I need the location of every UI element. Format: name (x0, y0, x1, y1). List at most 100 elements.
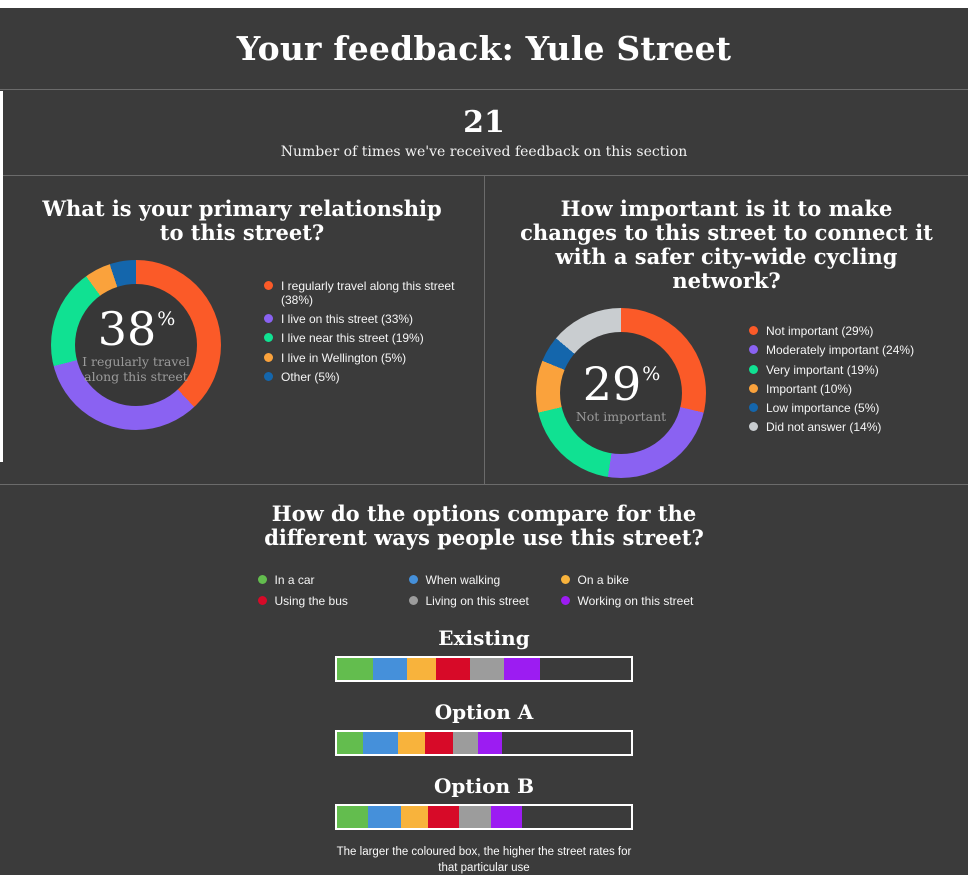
left-edge-sliver (0, 91, 3, 462)
bar-segment (337, 806, 369, 829)
donut-hole: 38% I regularly travel along this street (75, 283, 197, 406)
bar-segment (452, 732, 478, 755)
legend-label: Important (10%) (766, 381, 853, 396)
bar-segment (459, 806, 491, 829)
legend-dot-icon (749, 345, 758, 355)
donut-center-label: I regularly travel along this street (82, 353, 190, 384)
bar-track[interactable] (335, 730, 633, 757)
legend-label: I regularly travel along this street (38… (281, 278, 455, 308)
legend-item: I live on this street (33%) (264, 312, 474, 326)
donut-chart: 38% I regularly travel along this street… (0, 259, 484, 430)
compare-title: How do the options compare for the diffe… (264, 501, 704, 550)
legend-item: Important (10%) (749, 382, 914, 396)
legend-dot-icon (749, 422, 758, 432)
bar-segment (427, 806, 460, 829)
legend-label: In a car (274, 572, 315, 587)
bar-track[interactable] (335, 656, 633, 683)
question-title: What is your primary relationship to thi… (42, 196, 442, 245)
legend-item: Living on this street (408, 594, 561, 609)
donut-chart: 29% Not important Not important (29%) Mod… (485, 307, 968, 478)
legend-item: Using the bus (257, 594, 409, 609)
legend-dot-icon (264, 314, 273, 324)
bar-title: Option A (434, 700, 534, 725)
bar-group: Existing (0, 626, 968, 683)
compare-footnote: The larger the coloured box, the higher … (336, 846, 632, 874)
legend-label: Other (5%) (281, 369, 340, 384)
legend-item: When walking (408, 572, 561, 587)
legend-dot-icon (560, 574, 570, 584)
bar-group: Option A (0, 700, 968, 757)
legend-dot-icon (408, 596, 418, 606)
legend-item: Very important (19%) (749, 363, 914, 377)
legend-dot-icon (749, 383, 758, 393)
feedback-count: 21 (463, 105, 505, 140)
donut-legend: Not important (29%) Moderately important … (749, 324, 914, 439)
legend-item: Working on this street (560, 594, 711, 609)
donut: 29% Not important (536, 307, 706, 478)
legend-label: I live in Wellington (5%) (281, 350, 407, 365)
bar-segment (469, 658, 505, 681)
legend-dot-icon (749, 402, 758, 412)
bar-segment (504, 658, 541, 681)
legend-label: Working on this street (577, 594, 694, 609)
legend-label: I live on this street (33%) (281, 312, 414, 327)
header-section: Your feedback: Yule Street (0, 8, 968, 90)
page-title: Your feedback: Yule Street (236, 29, 732, 68)
bar-group: Option B (0, 775, 968, 831)
legend-dot-icon (749, 364, 758, 374)
bar-segment (373, 658, 407, 681)
legend-label: Moderately important (24%) (766, 343, 915, 358)
legend-label: Living on this street (425, 594, 529, 609)
bar-segment (363, 732, 399, 755)
bar-segment (337, 732, 364, 755)
questions-row: What is your primary relationship to thi… (0, 176, 968, 485)
legend-item: Moderately important (24%) (749, 343, 914, 357)
bar-segment (477, 732, 502, 755)
compare-section: How do the options compare for the diffe… (0, 485, 968, 876)
legend-label: Did not answer (14%) (766, 420, 882, 435)
bar-segment (406, 658, 437, 681)
legend-item: I live in Wellington (5%) (264, 351, 474, 365)
legend-dot-icon (257, 574, 267, 584)
legend-label: Using the bus (274, 594, 348, 609)
legend-item: On a bike (560, 572, 711, 587)
bar-segment (400, 806, 428, 829)
bar-segment (436, 658, 470, 681)
donut-center-label: Not important (575, 409, 667, 425)
legend-dot-icon (264, 371, 273, 381)
bar-segment (337, 658, 374, 681)
legend-item: In a car (257, 572, 409, 587)
bar-segment (398, 732, 425, 755)
bar-segment (368, 806, 401, 829)
compare-legend: In a car When walking On a bike Using the b… (257, 572, 711, 609)
page: { "header": { "title": "Your feedback: Y… (0, 8, 968, 891)
legend-label: On a bike (577, 572, 629, 587)
legend-label: I live near this street (19%) (281, 331, 424, 346)
percent-sign: % (642, 363, 661, 386)
legend-dot-icon (749, 326, 758, 336)
legend-label: Very important (19%) (766, 362, 879, 377)
bar-track[interactable] (335, 804, 633, 831)
legend-item: Did not answer (14%) (749, 420, 914, 434)
legend-dot-icon (264, 352, 273, 362)
legend-item: I live near this street (19%) (264, 331, 474, 345)
percent-sign: % (157, 307, 176, 330)
bars: Existing Option A Option B (0, 626, 968, 831)
legend-item: Other (5%) (264, 370, 474, 384)
donut-hole: 29% Not important (560, 331, 682, 454)
donut: 38% I regularly travel along this street (51, 259, 221, 430)
legend-label: Not important (29%) (766, 324, 874, 339)
legend-item: Not important (29%) (749, 324, 914, 338)
feedback-widget: Your feedback: Yule Street 21 Number of … (0, 8, 968, 875)
question-panel-importance: How important is it to make changes to t… (484, 176, 968, 484)
bar-segment (490, 806, 523, 829)
feedback-count-label: Number of times we've received feedback … (280, 144, 688, 160)
legend-dot-icon (264, 333, 273, 343)
legend-label: When walking (425, 572, 501, 587)
bar-title: Existing (438, 626, 530, 651)
donut-center-value: 29% (582, 357, 661, 412)
question-panel-relationship: What is your primary relationship to thi… (0, 176, 484, 484)
donut-legend: I regularly travel along this street (38… (264, 279, 474, 389)
legend-dot-icon (264, 280, 273, 290)
legend-item: I regularly travel along this street (38… (264, 279, 474, 307)
